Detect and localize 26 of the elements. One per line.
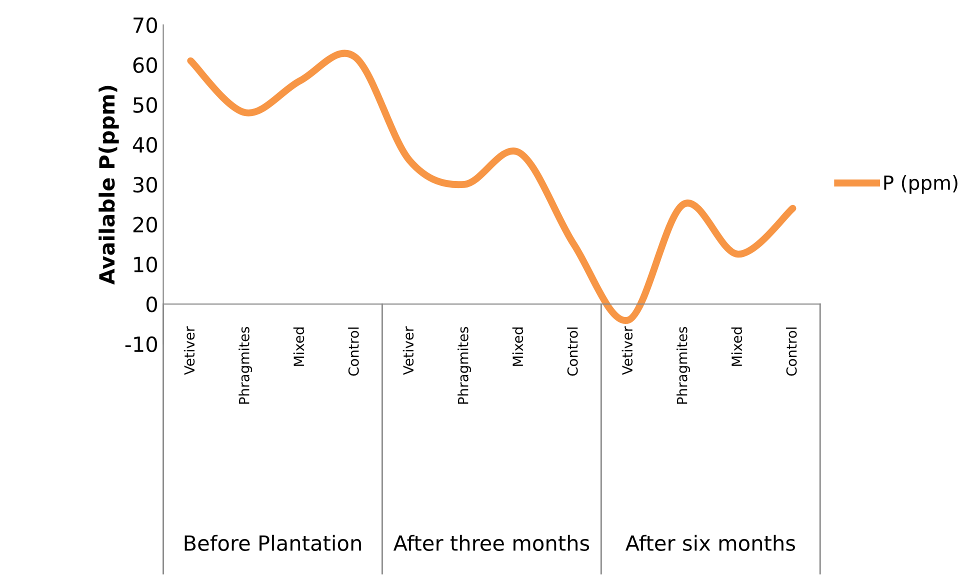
text: After six months	[625, 534, 795, 551]
x-tick-label: Phragmites	[676, 326, 690, 404]
x-tick-label: Mixed	[731, 328, 742, 366]
x-tick-label: Control	[348, 328, 359, 376]
y-tick-label: 10	[134, 256, 158, 272]
y-tick-label: 70	[134, 17, 158, 34]
x-tick-label: Vetiver	[402, 326, 414, 375]
y-tick-label: 30	[133, 176, 158, 193]
y-tick-label: -10	[125, 336, 158, 352]
x-tick-label: Control	[786, 328, 797, 376]
x-tick-label: Control	[567, 328, 578, 376]
y-tick-label: 50	[133, 97, 158, 113]
y-tick-label: 0	[146, 296, 158, 312]
x-tick-label: Vetiver	[184, 326, 195, 375]
x-tick-label: Mixed	[293, 328, 304, 366]
legend-label: P (ppm)	[884, 175, 958, 194]
x-tick-label: Phragmites	[238, 326, 252, 404]
x-tick-label: Phragmites	[458, 326, 472, 404]
y-tick-label: 60	[133, 57, 158, 73]
y-tick-label: 20	[133, 216, 158, 232]
text: After three months	[393, 534, 590, 551]
y-axis-title: Available P(ppm)	[98, 86, 119, 285]
x-tick-label: Mixed	[512, 328, 524, 366]
x-tick-label: Vetiver	[622, 326, 633, 375]
y-tick-label: 40	[132, 136, 158, 153]
text: Before Plantation	[184, 534, 361, 551]
